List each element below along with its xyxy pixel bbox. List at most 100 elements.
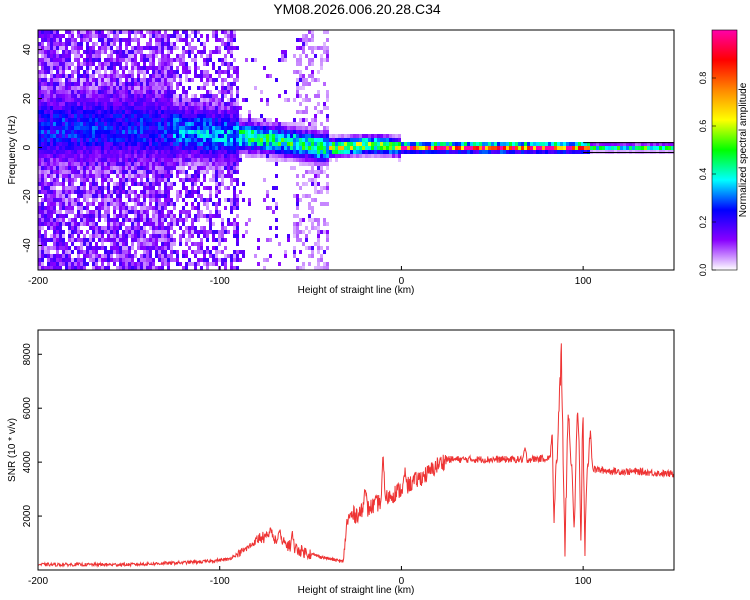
spectrogram-cell bbox=[494, 146, 497, 150]
spectrogram-cell bbox=[143, 142, 146, 146]
spectrogram-cell bbox=[53, 242, 56, 246]
spectrogram-cell bbox=[80, 242, 83, 246]
spectrogram-cell bbox=[602, 142, 605, 146]
spectrogram-cell bbox=[92, 246, 95, 250]
spectrogram-cell bbox=[95, 54, 98, 58]
spectrogram-cell bbox=[101, 78, 104, 82]
spectrogram-cell bbox=[116, 186, 119, 190]
spectrogram-cell bbox=[296, 226, 299, 230]
spectrogram-cell bbox=[389, 150, 392, 154]
spectrogram-cell bbox=[98, 214, 101, 218]
spectrogram-cell bbox=[266, 158, 269, 162]
spectrogram-cell bbox=[71, 50, 74, 54]
spectrogram-cell bbox=[107, 94, 110, 98]
spectrogram-cell bbox=[116, 218, 119, 222]
spectrogram-cell bbox=[272, 126, 275, 130]
spectrogram-cell bbox=[200, 86, 203, 90]
spectrogram-cell bbox=[134, 122, 137, 126]
spectrogram-cell bbox=[182, 70, 185, 74]
spectrogram-cell bbox=[275, 202, 278, 206]
spectrogram-cell bbox=[200, 94, 203, 98]
snr-x-tick-label: 0 bbox=[399, 576, 405, 587]
spectrogram-cell bbox=[218, 50, 221, 54]
spectrogram-cell bbox=[50, 182, 53, 186]
spectrogram-cell bbox=[260, 138, 263, 142]
spectrogram-cell bbox=[68, 238, 71, 242]
spectrogram-cell bbox=[221, 258, 224, 262]
spectrogram-cell bbox=[152, 214, 155, 218]
spectrogram-cell bbox=[125, 58, 128, 62]
spectrogram-cell bbox=[191, 50, 194, 54]
spectrogram-cell bbox=[212, 222, 215, 226]
spectrogram-cell bbox=[155, 190, 158, 194]
spectrogram-cell bbox=[113, 214, 116, 218]
spectrogram-cell bbox=[368, 154, 371, 158]
spectrogram-cell bbox=[71, 142, 74, 146]
spectrogram-cell bbox=[104, 118, 107, 122]
spectrogram-cell bbox=[80, 194, 83, 198]
spectrogram-cell bbox=[266, 122, 269, 126]
spectrogram-cell bbox=[185, 94, 188, 98]
spectrogram-cell bbox=[296, 154, 299, 158]
spectrogram-cell bbox=[191, 222, 194, 226]
spectrogram-cell bbox=[215, 114, 218, 118]
spectrogram-cell bbox=[230, 210, 233, 214]
spectrogram-cell bbox=[128, 138, 131, 142]
spectrogram-cell bbox=[176, 158, 179, 162]
spectrogram-cell bbox=[140, 70, 143, 74]
spectrogram-cell bbox=[224, 238, 227, 242]
spectrogram-y-tick-label: 40 bbox=[22, 44, 33, 56]
spectrogram-cell bbox=[227, 74, 230, 78]
spectrogram-cell bbox=[101, 34, 104, 38]
spectrogram-cell bbox=[173, 146, 176, 150]
spectrogram-cell bbox=[563, 142, 566, 146]
spectrogram-cell bbox=[134, 130, 137, 134]
spectrogram-cell bbox=[89, 78, 92, 82]
spectrogram-cell bbox=[545, 142, 548, 146]
spectrogram-cell bbox=[92, 178, 95, 182]
spectrogram-cell bbox=[182, 90, 185, 94]
spectrogram-cell bbox=[134, 30, 137, 34]
spectrogram-cell bbox=[218, 258, 221, 262]
spectrogram-cell bbox=[77, 102, 80, 106]
spectrogram-cell bbox=[152, 70, 155, 74]
spectrogram-cell bbox=[167, 154, 170, 158]
spectrogram-cell bbox=[266, 118, 269, 122]
spectrogram-cell bbox=[140, 134, 143, 138]
spectrogram-cell bbox=[116, 198, 119, 202]
spectrogram-cell bbox=[296, 150, 299, 154]
spectrogram-cell bbox=[182, 110, 185, 114]
spectrogram-cell bbox=[80, 202, 83, 206]
spectrogram-cell bbox=[230, 258, 233, 262]
spectrogram-cell bbox=[68, 206, 71, 210]
spectrogram-cell bbox=[302, 78, 305, 82]
spectrogram-cell bbox=[86, 154, 89, 158]
spectrogram-cell bbox=[116, 222, 119, 226]
spectrogram-cell bbox=[59, 202, 62, 206]
spectrogram-cell bbox=[239, 142, 242, 146]
spectrogram-cell bbox=[128, 210, 131, 214]
spectrogram-cell bbox=[440, 146, 443, 150]
spectrogram-cell bbox=[128, 130, 131, 134]
spectrogram-cell bbox=[248, 138, 251, 142]
spectrogram-cell bbox=[248, 134, 251, 138]
spectrogram-cell bbox=[80, 230, 83, 234]
spectrogram-cell bbox=[62, 234, 65, 238]
spectrogram-cell bbox=[323, 262, 326, 266]
spectrogram-cell bbox=[143, 122, 146, 126]
spectrogram-cell bbox=[311, 146, 314, 150]
spectrogram-cell bbox=[191, 182, 194, 186]
spectrogram-cell bbox=[218, 138, 221, 142]
spectrogram-cell bbox=[116, 214, 119, 218]
spectrogram-cell bbox=[56, 226, 59, 230]
spectrogram-cell bbox=[47, 42, 50, 46]
spectrogram-cell bbox=[137, 170, 140, 174]
spectrogram-cell bbox=[95, 198, 98, 202]
spectrogram-cell bbox=[173, 46, 176, 50]
spectrogram-cell bbox=[197, 86, 200, 90]
spectrogram-cell bbox=[62, 94, 65, 98]
spectrogram-cell bbox=[95, 122, 98, 126]
spectrogram-cell bbox=[398, 146, 401, 150]
spectrogram-cell bbox=[287, 154, 290, 158]
spectrogram-cell bbox=[194, 206, 197, 210]
